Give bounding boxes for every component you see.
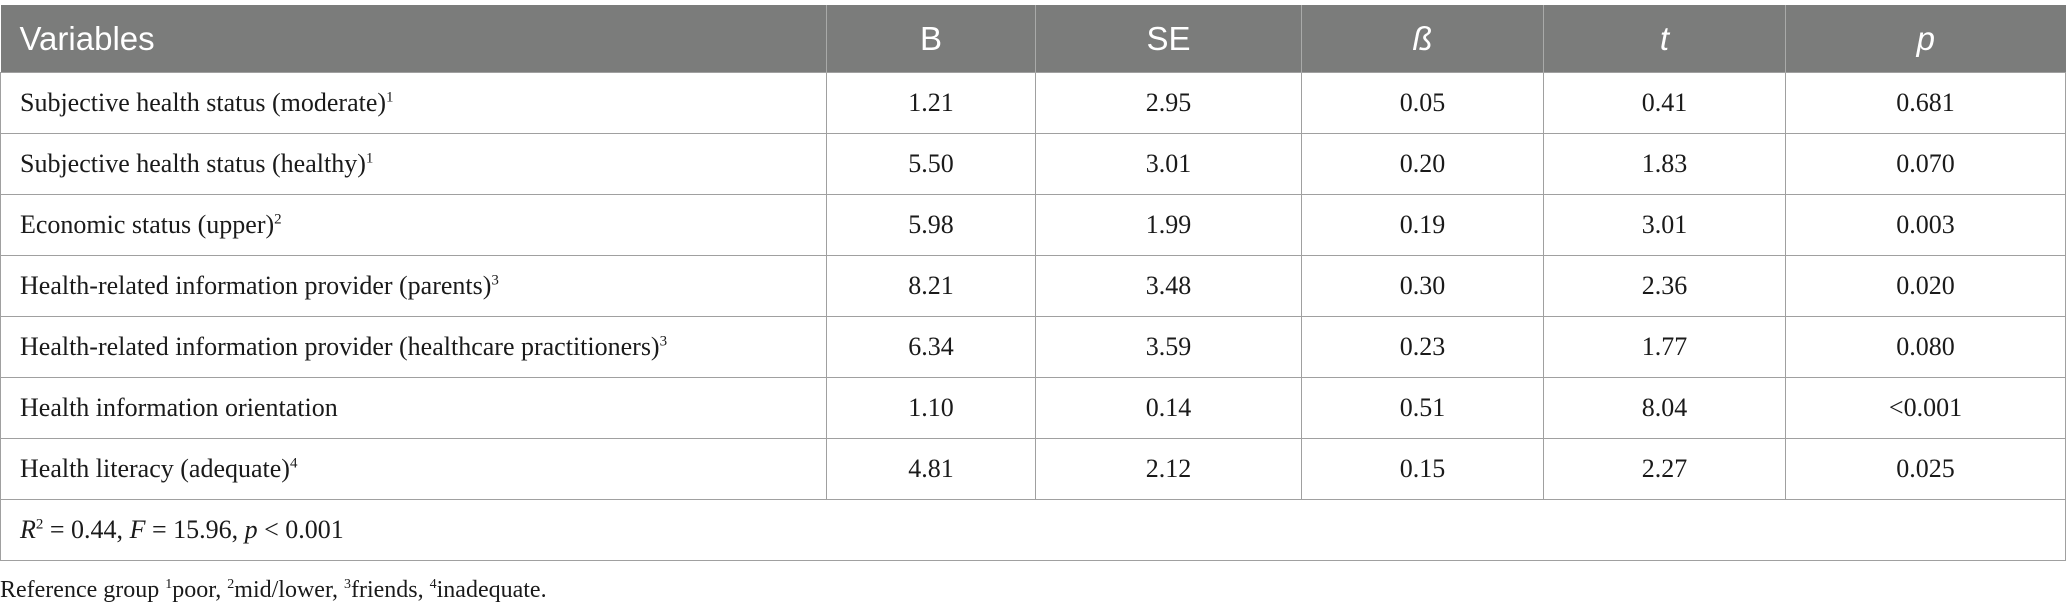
table-footnote: Reference group 1poor, 2mid/lower, 3frie…	[0, 577, 547, 604]
cell-t: 1.83	[1543, 133, 1786, 195]
cell-t: 2.36	[1543, 255, 1786, 317]
table-body: Subjective health status (moderate)1 1.21…	[0, 72, 2066, 561]
cell-b: 6.34	[826, 316, 1036, 378]
header-b: B	[826, 5, 1036, 73]
cell-beta: 0.15	[1301, 438, 1544, 500]
cell-se: 3.01	[1035, 133, 1302, 195]
cell-variable: Health information orientation	[0, 377, 827, 439]
cell-beta: 0.30	[1301, 255, 1544, 317]
table-row: Subjective health status (healthy)1 5.50 3…	[0, 133, 2066, 195]
reference-superscript: 3	[659, 333, 668, 350]
cell-variable: Health-related information provider (par…	[0, 255, 827, 317]
cell-variable: Health-related information provider (hea…	[0, 316, 827, 378]
cell-se: 3.59	[1035, 316, 1302, 378]
table-row: Health-related information provider (hea…	[0, 316, 2066, 378]
cell-b: 1.10	[826, 377, 1036, 439]
cell-p: 0.681	[1785, 72, 2066, 134]
cell-p: 0.025	[1785, 438, 2066, 500]
cell-p: 0.020	[1785, 255, 2066, 317]
header-variables: Variables	[0, 5, 827, 73]
cell-p: 0.080	[1785, 316, 2066, 378]
variable-label: Subjective health status (healthy)	[20, 149, 366, 178]
cell-p: 0.003	[1785, 194, 2066, 256]
model-summary-cell: R2 = 0.44, F = 15.96, p < 0.001	[0, 499, 2066, 561]
cell-variable: Subjective health status (moderate)1	[0, 72, 827, 134]
cell-t: 8.04	[1543, 377, 1786, 439]
model-summary-row: R2 = 0.44, F = 15.96, p < 0.001	[0, 499, 2066, 561]
cell-b: 5.98	[826, 194, 1036, 256]
footnote-text-3: friends,	[350, 577, 430, 603]
variable-label: Health literacy (adequate)	[20, 454, 290, 483]
footnote-ref-2: 2	[227, 577, 235, 592]
reference-superscript: 1	[365, 150, 374, 167]
cell-t: 0.41	[1543, 72, 1786, 134]
footnote-prefix: Reference group	[0, 577, 166, 603]
footnote-ref-4: 4	[429, 577, 437, 592]
cell-b: 5.50	[826, 133, 1036, 195]
cell-beta: 0.20	[1301, 133, 1544, 195]
cell-variable: Health literacy (adequate)4	[0, 438, 827, 500]
footnote-text-2: mid/lower,	[234, 577, 344, 603]
footnote-ref-3: 3	[343, 577, 351, 592]
cell-se: 2.12	[1035, 438, 1302, 500]
variable-label: Health information orientation	[20, 393, 338, 422]
header-se: SE	[1035, 5, 1302, 73]
f-symbol: F	[129, 515, 146, 544]
table-row: Subjective health status (moderate)1 1.21…	[0, 72, 2066, 134]
regression-table: Variables B SE ß t p Subjective health s…	[0, 5, 2066, 561]
cell-p: <0.001	[1785, 377, 2066, 439]
cell-t: 3.01	[1543, 194, 1786, 256]
reference-superscript: 1	[386, 89, 394, 106]
variable-label: Economic status (upper)	[20, 210, 275, 239]
footnote-text-4: inadequate.	[436, 577, 547, 603]
cell-b: 4.81	[826, 438, 1036, 500]
variable-label: Health-related information provider (par…	[20, 271, 492, 300]
cell-variable: Economic status (upper)2	[0, 194, 827, 256]
f-value: = 15.96,	[145, 515, 245, 544]
cell-b: 8.21	[826, 255, 1036, 317]
table-row: Health literacy (adequate)4 4.81 2.12 0.15 2…	[0, 438, 2066, 500]
regression-table-wrapper: Variables B SE ß t p Subjective health s…	[0, 5, 2066, 561]
table-row: Health information orientation 1.10 0.14 0.…	[0, 377, 2066, 439]
cell-t: 2.27	[1543, 438, 1786, 500]
cell-p: 0.070	[1785, 133, 2066, 195]
cell-se: 2.95	[1035, 72, 1302, 134]
variable-label: Health-related information provider (hea…	[20, 332, 660, 361]
r-symbol: R	[20, 515, 36, 544]
r-superscript: 2	[35, 516, 44, 533]
cell-beta: 0.19	[1301, 194, 1544, 256]
cell-beta: 0.23	[1301, 316, 1544, 378]
reference-superscript: 3	[491, 272, 499, 289]
cell-t: 1.77	[1543, 316, 1786, 378]
p-symbol: p	[244, 515, 258, 544]
reference-superscript: 2	[274, 211, 282, 228]
r-value: = 0.44,	[43, 515, 130, 544]
header-row: Variables B SE ß t p	[0, 5, 2066, 73]
reference-superscript: 4	[289, 455, 298, 472]
header-t: t	[1543, 5, 1786, 73]
cell-variable: Subjective health status (healthy)1	[0, 133, 827, 195]
table-row: Health-related information provider (par…	[0, 255, 2066, 317]
cell-se: 3.48	[1035, 255, 1302, 317]
table-row: Economic status (upper)2 5.98 1.99 0.19 3.01…	[0, 194, 2066, 256]
table-header: Variables B SE ß t p	[0, 5, 2066, 73]
footnote-ref-1: 1	[165, 577, 173, 592]
cell-beta: 0.05	[1301, 72, 1544, 134]
footnote-text-1: poor,	[172, 577, 228, 603]
variable-label: Subjective health status (moderate)	[20, 88, 387, 117]
cell-b: 1.21	[826, 72, 1036, 134]
cell-se: 0.14	[1035, 377, 1302, 439]
p-value: < 0.001	[257, 515, 344, 544]
header-p: p	[1785, 5, 2066, 73]
cell-beta: 0.51	[1301, 377, 1544, 439]
header-beta: ß	[1301, 5, 1544, 73]
cell-se: 1.99	[1035, 194, 1302, 256]
